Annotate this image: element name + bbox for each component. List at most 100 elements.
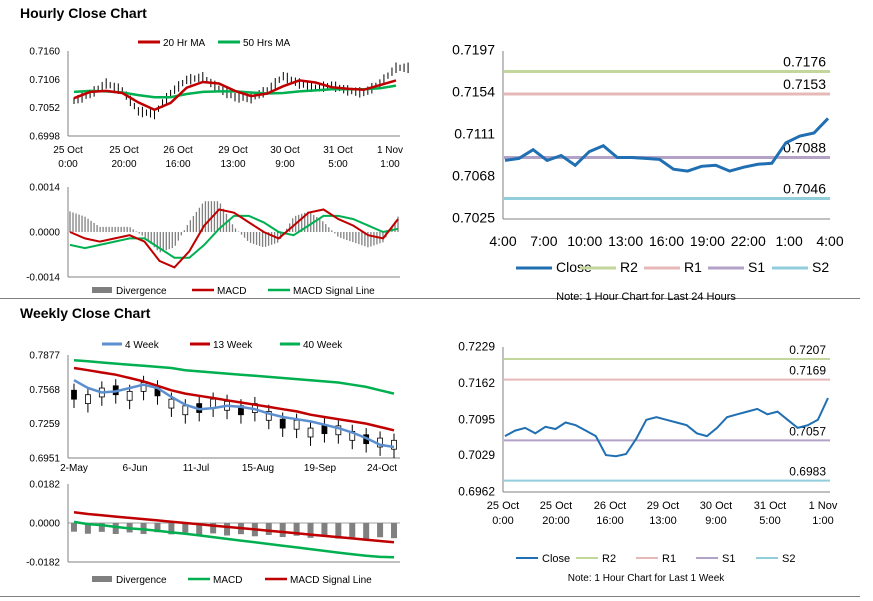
hourly-price-xtick-label: 26 Oct bbox=[163, 145, 193, 156]
weekly-levels-xtick-label: 20:00 bbox=[542, 515, 570, 527]
weekly-price-xtick-label: 15-Aug bbox=[242, 463, 274, 474]
weekly-divergence-legend-swatch bbox=[92, 576, 112, 582]
weekly-divergence-bar bbox=[377, 523, 384, 538]
hourly-macd-ytick-label: 0.0014 bbox=[29, 183, 60, 194]
hourly-levels-ytick-label: 0.7068 bbox=[452, 168, 495, 184]
weekly-divergence-bar bbox=[98, 523, 105, 532]
hourly-levels-ytick-label: 0.7154 bbox=[452, 84, 495, 100]
hourly-50hr-legend-label: 50 Hrs MA bbox=[243, 38, 291, 49]
hourly-levels-legend-label: R1 bbox=[684, 259, 702, 275]
hourly-divergence-legend-label: Divergence bbox=[116, 286, 167, 297]
weekly-divergence-bar bbox=[196, 523, 203, 535]
weekly-signal-legend-label: MACD Signal Line bbox=[290, 575, 372, 586]
hourly-levels-xtick-label: 16:00 bbox=[649, 233, 684, 249]
weekly-macd-legend-label: MACD bbox=[213, 575, 242, 586]
weekly-divergence-legend-label: Divergence bbox=[116, 575, 167, 586]
weekly-price-ytick-label: 0.7259 bbox=[29, 419, 60, 430]
hourly-levels-note: Note: 1 Hour Chart for Last 24 Hours bbox=[556, 291, 736, 303]
hourly-price-xtick-label: 0:00 bbox=[58, 159, 78, 170]
hourly-levels-ytick-label: 0.7025 bbox=[452, 210, 495, 226]
weekly-candle-body bbox=[307, 427, 314, 438]
weekly-levels-ytick-label: 0.7095 bbox=[458, 412, 495, 426]
weekly-divergence-bar bbox=[335, 523, 342, 539]
hourly-price-xtick-label: 9:00 bbox=[275, 159, 295, 170]
weekly-price-xtick-label: 2-May bbox=[60, 463, 88, 474]
weekly-candle-body bbox=[391, 439, 397, 450]
weekly-price-xtick-label: 11-Jul bbox=[183, 463, 210, 474]
weekly-divergence-bar bbox=[224, 523, 231, 536]
weekly-price-xtick-label: 19-Sep bbox=[304, 463, 337, 474]
hourly-price-ytick-label: 0.7106 bbox=[29, 75, 60, 86]
hourly-macd-signal-line bbox=[69, 214, 399, 259]
weekly-levels-legend-label: S1 bbox=[722, 553, 735, 565]
hourly-levels-xtick-label: 4:00 bbox=[489, 233, 516, 249]
weekly-13week-line bbox=[73, 366, 395, 432]
hourly-20hr-legend-label: 20 Hr MA bbox=[163, 38, 206, 49]
weekly-candle-body bbox=[126, 390, 133, 401]
hourly-levels-xtick-label: 13:00 bbox=[608, 233, 643, 249]
hourly-macd-legend-label: MACD bbox=[217, 286, 246, 297]
weekly-macd-signal-line bbox=[73, 511, 395, 544]
weekly-levels-legend-label: Close bbox=[542, 553, 570, 565]
hourly-levels-xtick-label: 10:00 bbox=[567, 233, 602, 249]
hourly-levels-close-line bbox=[504, 117, 830, 173]
hourly-levels-xtick-label: 1:00 bbox=[776, 233, 803, 249]
weekly-price-ytick-label: 0.6951 bbox=[29, 454, 60, 465]
hourly-levels-legend-label: R2 bbox=[620, 259, 638, 275]
weekly-divergence-bar bbox=[265, 523, 272, 535]
weekly-candle-body bbox=[279, 418, 286, 429]
weekly-section-title: Weekly Close Chart bbox=[20, 305, 151, 321]
weekly-13week-legend-label: 13 Week bbox=[213, 340, 253, 351]
weekly-40week-line bbox=[73, 358, 395, 395]
weekly-divergence-bar bbox=[154, 523, 161, 533]
hourly-price-xtick-label: 13:00 bbox=[220, 159, 245, 170]
hourly-macd-ytick-label: 0.0000 bbox=[29, 228, 60, 239]
weekly-levels-xtick-label: 25 Oct bbox=[487, 500, 519, 512]
weekly-divergence-bar bbox=[71, 523, 77, 532]
weekly-divergence-bar bbox=[168, 523, 175, 535]
hourly-levels-xtick-label: 22:00 bbox=[731, 233, 766, 249]
hourly-macd-ytick-label: -0.0014 bbox=[26, 273, 60, 284]
weekly-levels-legend-label: R1 bbox=[662, 553, 676, 565]
weekly-price-xtick-label: 6-Jun bbox=[122, 463, 147, 474]
hourly-price-xtick-label: 5:00 bbox=[328, 159, 348, 170]
weekly-divergence-bar bbox=[307, 523, 314, 538]
weekly-levels-close-line bbox=[504, 397, 829, 458]
weekly-levels-ytick-label: 0.7162 bbox=[458, 376, 495, 390]
weekly-levels-xtick-label: 16:00 bbox=[596, 515, 624, 527]
weekly-candle-body bbox=[182, 405, 189, 416]
weekly-macd-ytick-label: 0.0000 bbox=[29, 519, 60, 530]
weekly-price-ytick-label: 0.7877 bbox=[29, 351, 60, 362]
hourly-signal-legend-label: MACD Signal Line bbox=[293, 286, 375, 297]
hourly-levels-xtick-label: 4:00 bbox=[816, 233, 843, 249]
weekly-price-ytick-label: 0.7568 bbox=[29, 385, 60, 396]
weekly-price-xtick-label: 24-Oct bbox=[367, 463, 397, 474]
weekly-levels-note: Note: 1 Hour Chart for Last 1 Week bbox=[568, 573, 726, 584]
weekly-divergence-bar bbox=[182, 523, 189, 533]
weekly-divergence-bar bbox=[210, 523, 217, 534]
hourly-price-xtick-label: 20:00 bbox=[111, 159, 136, 170]
weekly-divergence-bar bbox=[112, 523, 119, 534]
weekly-4week-line bbox=[73, 379, 395, 449]
weekly-divergence-bar bbox=[279, 523, 286, 538]
hourly-levels-legend-label: S2 bbox=[812, 259, 829, 275]
hourly-price-xtick-label: 1 Nov bbox=[377, 145, 403, 156]
weekly-levels-xtick-label: 0:00 bbox=[492, 515, 513, 527]
weekly-levels-xtick-label: 5:00 bbox=[759, 515, 780, 527]
hourly-levels-level-s2-label: 0.7046 bbox=[783, 180, 826, 196]
hourly-price-xtick-label: 31 Oct bbox=[323, 145, 353, 156]
weekly-levels-xtick-label: 29 Oct bbox=[647, 500, 679, 512]
weekly-levels-xtick-label: 13:00 bbox=[649, 515, 677, 527]
weekly-levels-legend-label: S2 bbox=[782, 553, 795, 565]
hourly-price-xtick-label: 16:00 bbox=[165, 159, 190, 170]
weekly-macd-ytick-label: -0.0182 bbox=[26, 558, 60, 569]
weekly-candle-body bbox=[168, 398, 175, 409]
weekly-candle-body bbox=[293, 419, 300, 430]
weekly-divergence-bar bbox=[363, 523, 370, 540]
hourly-price-xtick-label: 25 Oct bbox=[109, 145, 139, 156]
section-divider bbox=[0, 298, 860, 299]
weekly-levels-xtick-label: 9:00 bbox=[705, 515, 726, 527]
weekly-4week-legend-label: 4 Week bbox=[125, 340, 160, 351]
hourly-levels-xtick-label: 7:00 bbox=[530, 233, 557, 249]
